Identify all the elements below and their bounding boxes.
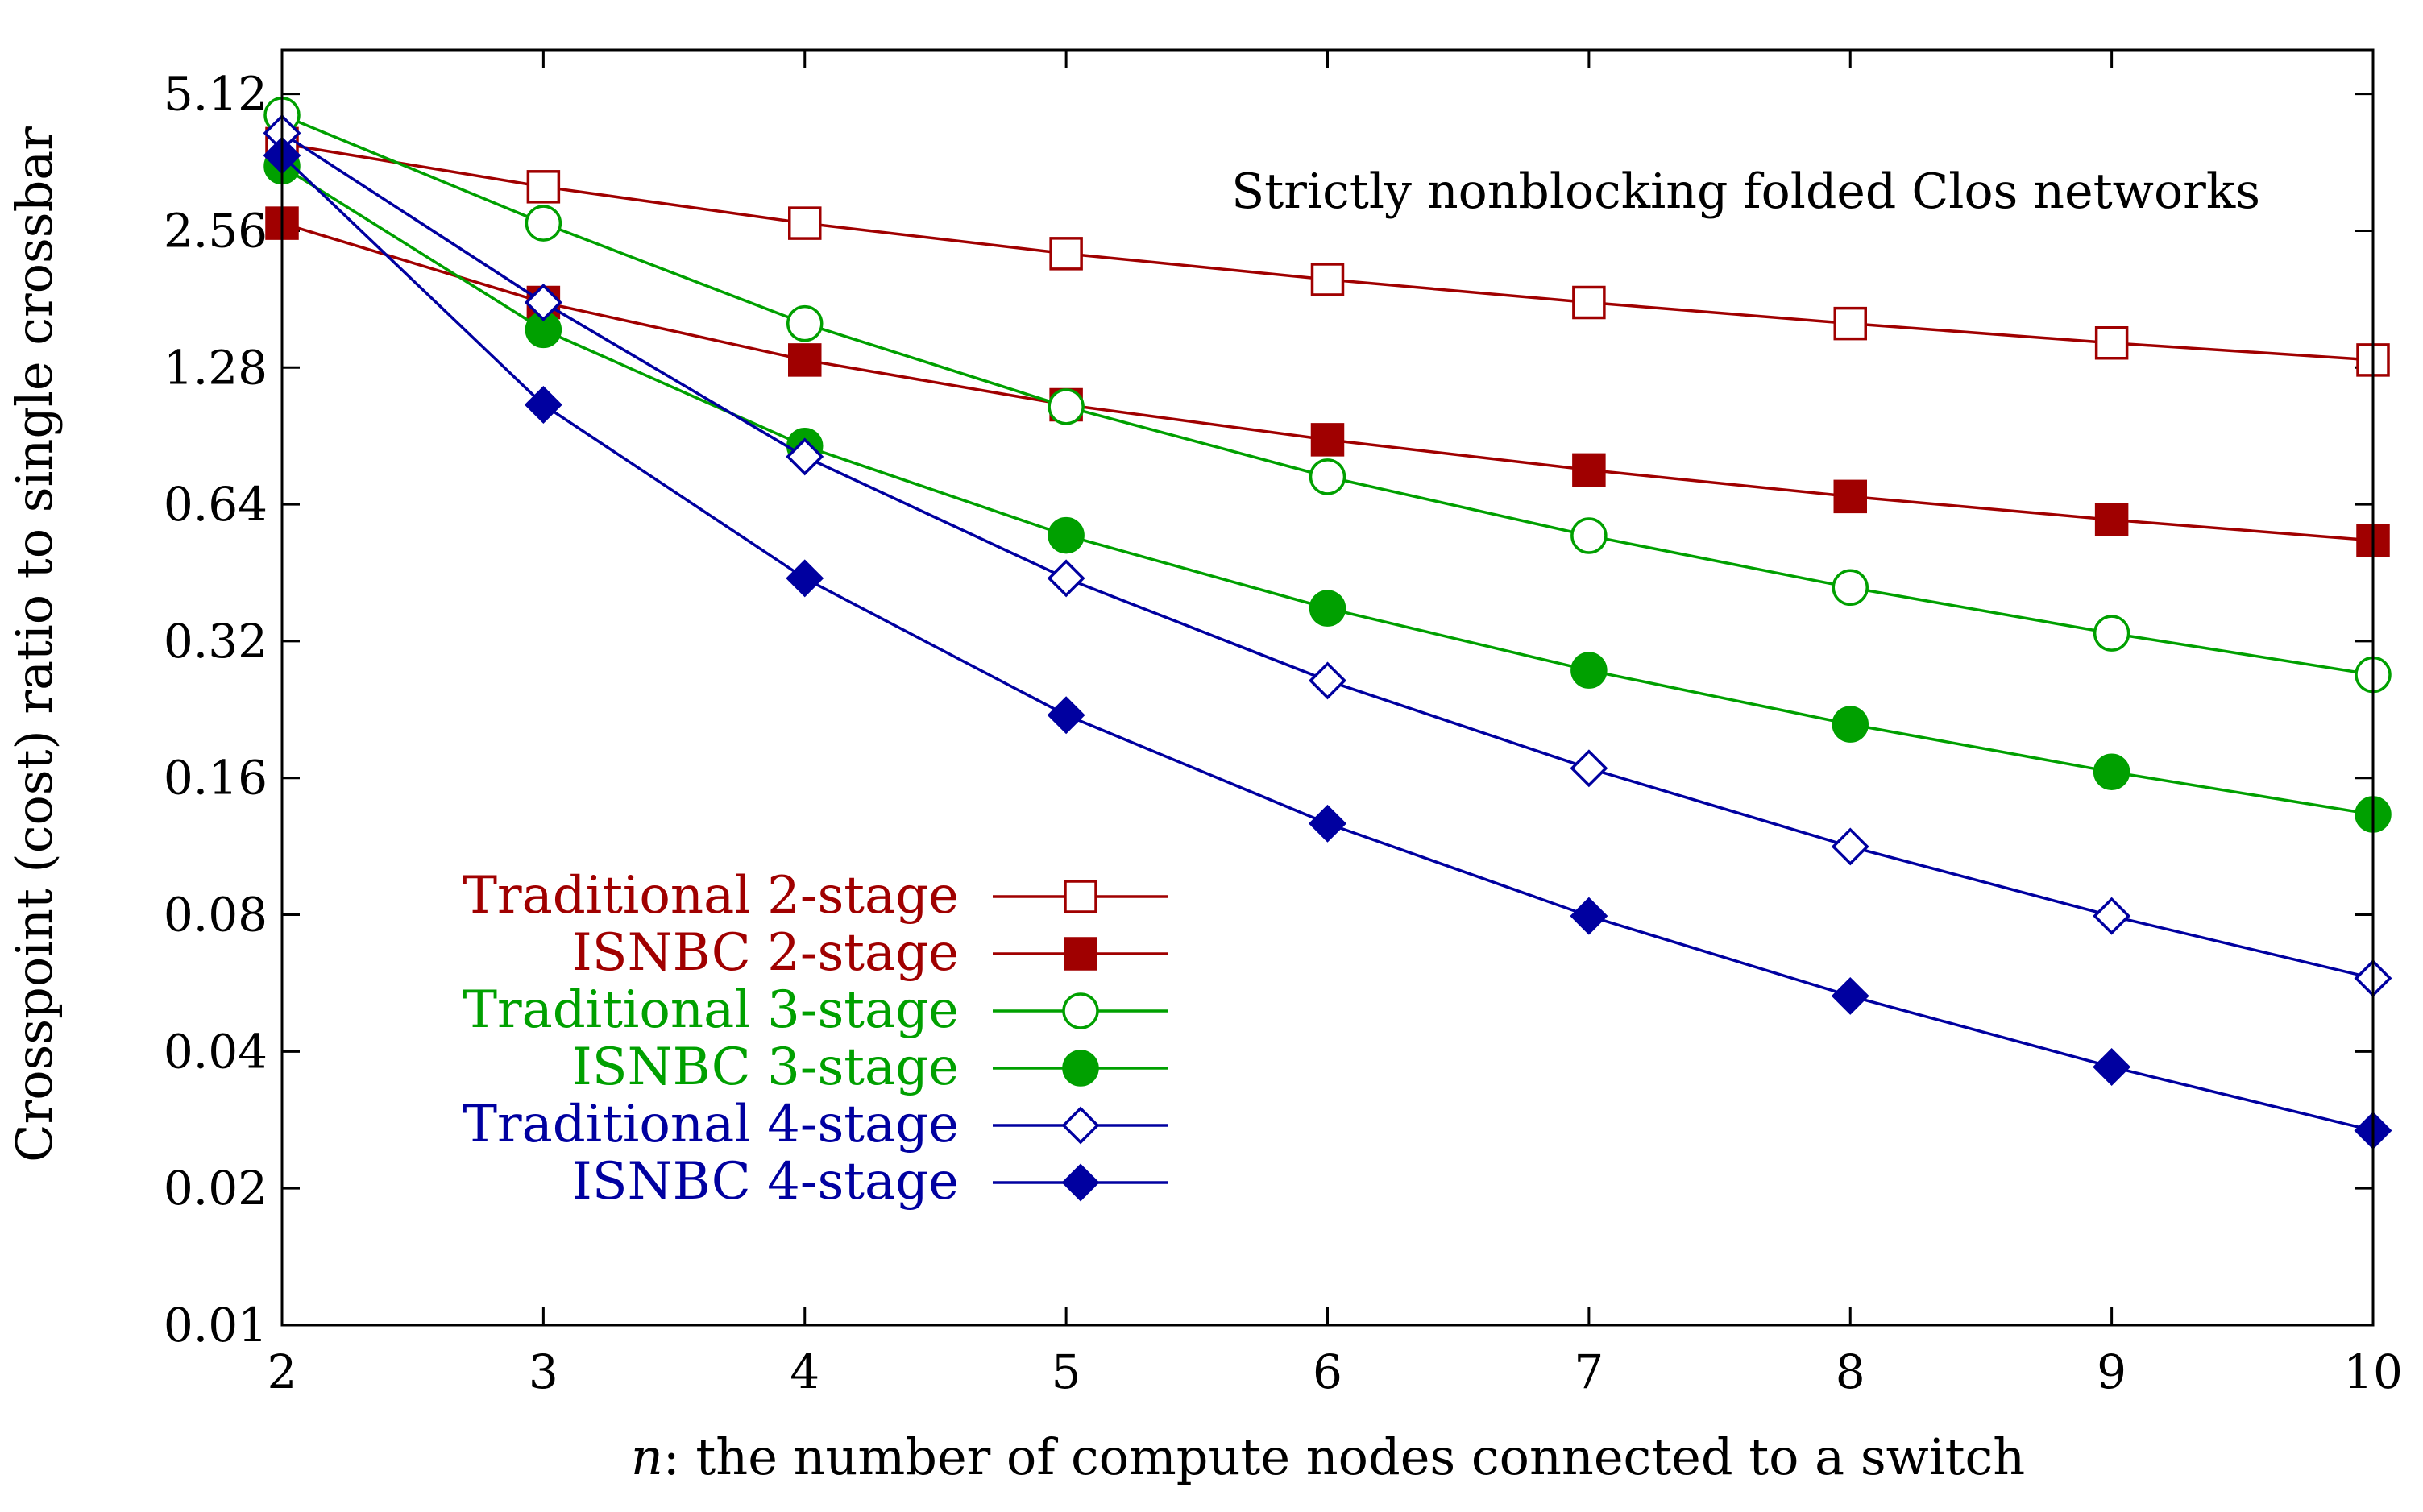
legend-label: Traditional 3-stage [463,980,959,1040]
x-tick-label: 3 [529,1344,558,1399]
data-point [1833,306,1867,341]
legend-label: ISNBC 3-stage [571,1038,959,1097]
data-point [1831,827,1869,866]
data-point [1047,559,1085,598]
y-tick-label: 5.12 [164,67,268,122]
data-point [1310,423,1345,457]
data-point [1309,458,1346,495]
data-point [2093,753,2130,790]
legend-marker [1062,1050,1099,1087]
x-tick-label: 2 [268,1344,297,1399]
data-point [2093,1047,2131,1086]
data-point [2094,325,2129,360]
data-point [1049,237,1083,271]
x-axis-label-variable: n [631,1427,663,1486]
y-tick-label: 0.64 [164,477,268,532]
x-tick-label: 4 [790,1344,819,1399]
data-point [1047,696,1085,735]
data-point [1570,897,1608,935]
y-tick-label: 0.08 [164,888,268,942]
data-point [786,559,824,598]
x-tick-label: 7 [1574,1344,1604,1399]
series-isnbc-4-stage [263,136,2392,1150]
series-isnbc-2-stage [265,206,2390,557]
x-tick-label: 10 [2343,1344,2403,1399]
data-point [1309,661,1346,700]
legend-marker [1061,1106,1100,1145]
legend-entry: Traditional 2-stage [463,866,1168,926]
legend-entry: Traditional 3-stage [463,980,1168,1040]
data-point [1833,479,1867,514]
legend-entry: ISNBC 3-stage [571,1038,1168,1097]
legend-label: ISNBC 2-stage [571,923,959,983]
data-point [1570,652,1608,689]
y-tick-label: 0.32 [164,614,268,669]
legend-marker [1062,992,1099,1029]
legend-marker [1061,1163,1100,1202]
data-point [1570,517,1608,554]
y-tick-label: 2.56 [164,203,268,258]
data-point [525,205,562,242]
y-tick-label: 1.28 [164,340,268,395]
data-point [526,170,561,204]
legend-entry: Traditional 4-stage [463,1095,1168,1154]
data-point [1831,976,1869,1015]
y-tick-label: 0.01 [164,1298,268,1353]
data-point [1570,749,1608,788]
data-point [1048,388,1085,425]
data-point [2093,615,2130,652]
y-tick-label: 0.04 [164,1024,268,1079]
data-point [524,386,562,424]
x-tick-label: 5 [1052,1344,1081,1399]
data-point [1309,804,1346,843]
data-point [788,206,822,240]
x-axis-label: n: the number of compute nodes connected… [631,1427,2025,1486]
data-point [786,304,824,342]
legend-label: ISNBC 4-stage [571,1152,959,1212]
data-point [1048,516,1085,554]
data-point [1309,590,1346,627]
series-line [281,131,2374,980]
y-tick-label: 0.02 [164,1161,268,1216]
data-point [1572,285,1606,320]
legend-label: Traditional 4-stage [463,1095,959,1154]
x-axis-label-text: : the number of compute nodes connected … [663,1427,2025,1486]
data-point [2094,503,2129,536]
data-point [2093,897,2131,935]
data-point [1310,263,1345,296]
y-tick-label: 0.16 [164,751,268,806]
data-point [1832,706,1869,743]
data-point [786,437,824,476]
legend-marker [1064,937,1097,971]
x-tick-label: 9 [2097,1344,2126,1399]
data-point [788,343,822,377]
x-tick-label: 6 [1313,1344,1342,1399]
data-point [1572,453,1606,487]
legend-marker [1064,880,1097,913]
x-tick-label: 8 [1836,1344,1865,1399]
legend-entry: ISNBC 4-stage [571,1152,1168,1212]
plot-frame [280,48,2375,1327]
y-axis-label: Crosspoint (cost) ratio to single crossb… [5,126,64,1162]
legend-label: Traditional 2-stage [463,866,959,926]
series-traditional-4-stage [263,114,2392,997]
data-point [1832,569,1869,607]
legend-entry: ISNBC 2-stage [571,923,1168,983]
tick-labels: 0.01 0.02 0.04 0.08 0.16 0.32 0.64 1.28 2.56 5.12… [164,67,2403,1399]
data-point [524,284,562,321]
chart-annotation: Strictly nonblocking folded Clos network… [1231,164,2260,220]
